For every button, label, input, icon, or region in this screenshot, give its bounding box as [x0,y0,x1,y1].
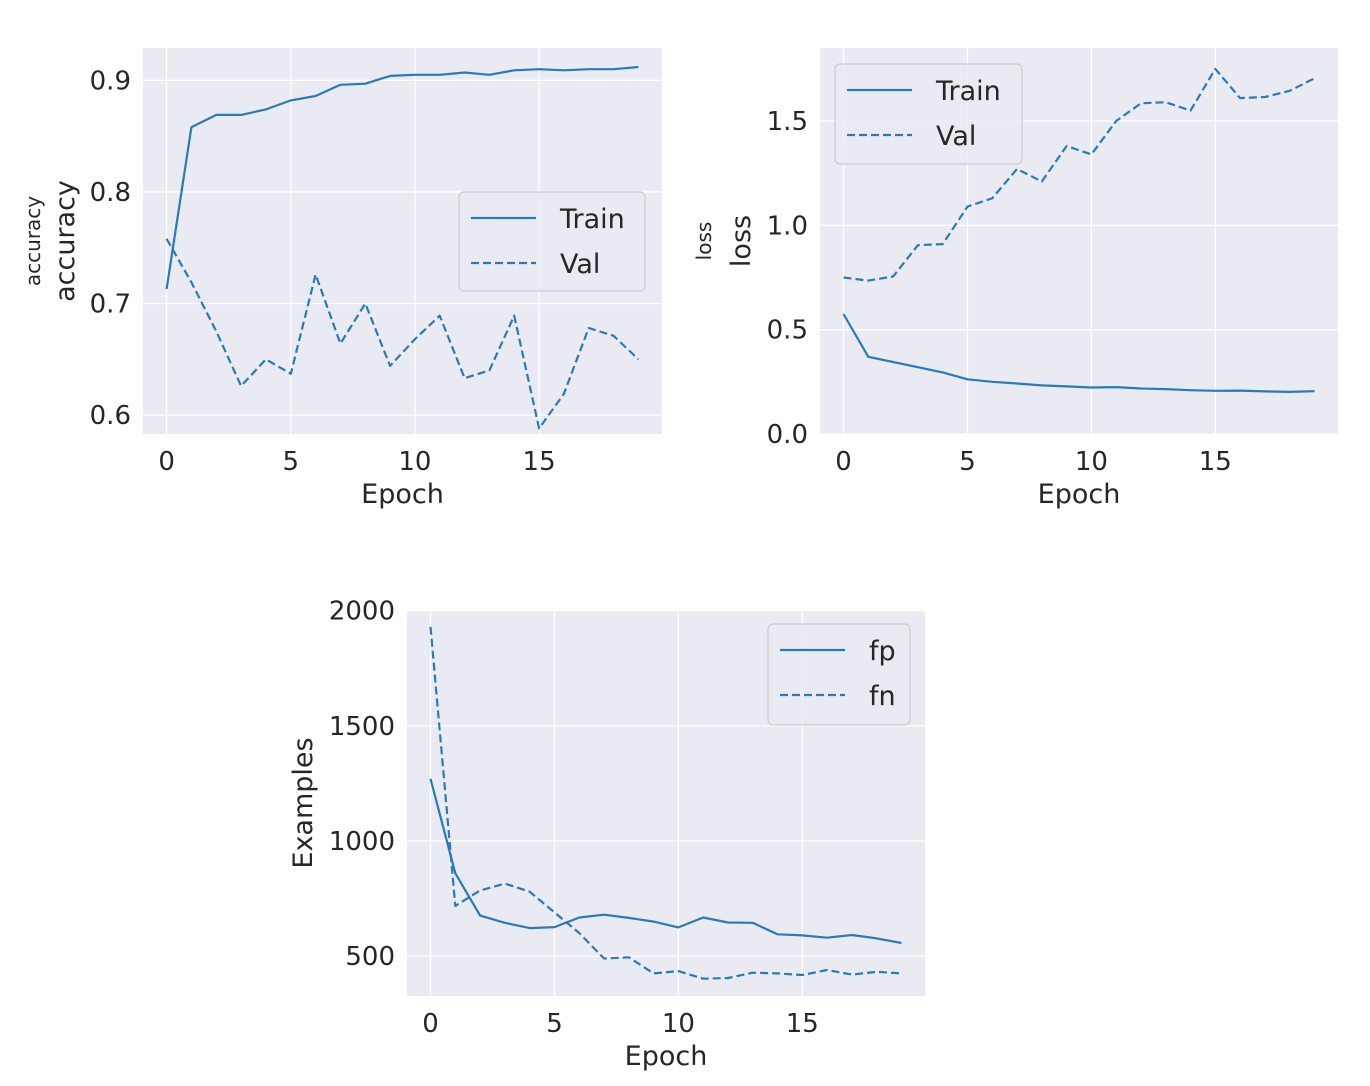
y-axis-label: accuracy [50,180,81,302]
x-axis-label: Epoch [1038,479,1121,510]
x-tick-label: 10 [1075,447,1108,477]
x-tick-label: 15 [1199,447,1232,477]
y-tick-label: 0.6 [90,401,131,431]
series-line-fp [429,778,902,945]
x-tick-label: 10 [662,1009,695,1039]
series-line-train [842,313,1315,393]
legend: Train Val [834,63,1023,165]
legend: fp fn [767,623,911,726]
chart-2: 0 5 10 15 500 1000 1500 2000 Epoch Examples fp fn [288,597,925,1072]
y-tick-label: 1.5 [767,107,808,137]
legend-label-val: Val [560,249,600,280]
y-tick-label: 0.0 [767,420,808,450]
series-line-train [165,65,639,290]
x-tick-label: 15 [786,1009,819,1039]
x-axis-label: Epoch [625,1041,708,1072]
x-tick-label: 10 [398,447,431,477]
legend-label-train: Train [935,76,1001,107]
y-axis-label: loss [726,215,757,267]
x-tick-label: 5 [282,447,299,477]
y-tick-label: 0.9 [90,66,131,96]
x-tick-label: 5 [546,1009,563,1039]
series-line-fn [429,626,902,980]
legend-box [458,191,646,292]
y-tick-label: 1.0 [767,211,808,241]
y-axis-label-outer: accuracy [21,196,45,286]
legend-label-train: Train [559,204,625,235]
y-tick-label: 1500 [329,712,395,742]
y-tick-label: 2000 [329,597,395,627]
series-line-val [165,238,640,430]
y-axis-label-outer: loss [692,222,716,261]
chart-1: 0 5 10 15 0.0 0.5 1.0 1.5 Epoch loss loss Train Val [692,48,1338,510]
y-tick-label: 0.8 [90,178,131,208]
x-tick-label: 15 [523,447,556,477]
y-tick-label: 0.7 [90,289,131,319]
x-tick-label: 0 [158,447,175,477]
legend-label-fn: fn [869,681,896,712]
legend: Train Val [458,191,646,292]
x-tick-label: 0 [835,447,852,477]
y-tick-label: 1000 [329,827,395,857]
y-tick-label: 0.5 [767,316,808,346]
legend-label-val: Val [936,121,976,152]
legend-label-fp: fp [869,636,896,667]
y-tick-label: 500 [345,942,395,972]
x-tick-label: 0 [422,1009,439,1039]
y-axis-label: Examples [288,737,319,868]
x-axis-label: Epoch [361,479,444,510]
x-tick-label: 5 [959,447,976,477]
